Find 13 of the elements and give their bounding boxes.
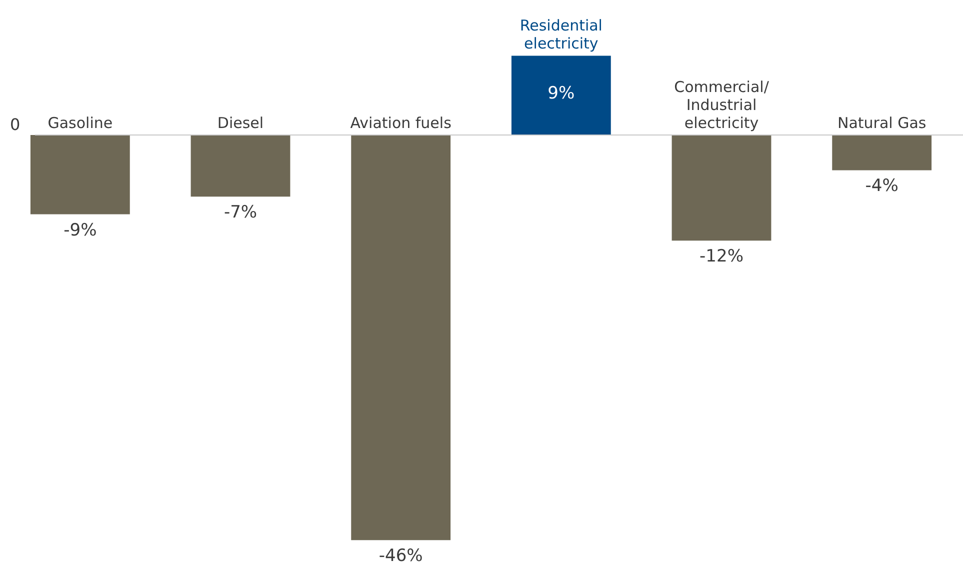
data-label: -4% bbox=[865, 176, 898, 196]
x-tick-label: Residential electricity bbox=[520, 16, 602, 53]
data-label: -12% bbox=[700, 246, 744, 267]
x-tick-label: Commercial/ Industrial electricity bbox=[674, 78, 770, 132]
data-label: -7% bbox=[224, 202, 258, 223]
x-tick-label: Diesel bbox=[217, 114, 264, 132]
data-label: 9% bbox=[548, 84, 575, 104]
x-tick-label: Aviation fuels bbox=[350, 114, 452, 132]
x-tick-label: Gasoline bbox=[48, 114, 113, 132]
data-label: -46% bbox=[378, 546, 423, 566]
text: 0 bbox=[10, 114, 20, 134]
data-label: -9% bbox=[64, 220, 97, 240]
x-tick-label: Natural Gas bbox=[837, 114, 926, 132]
